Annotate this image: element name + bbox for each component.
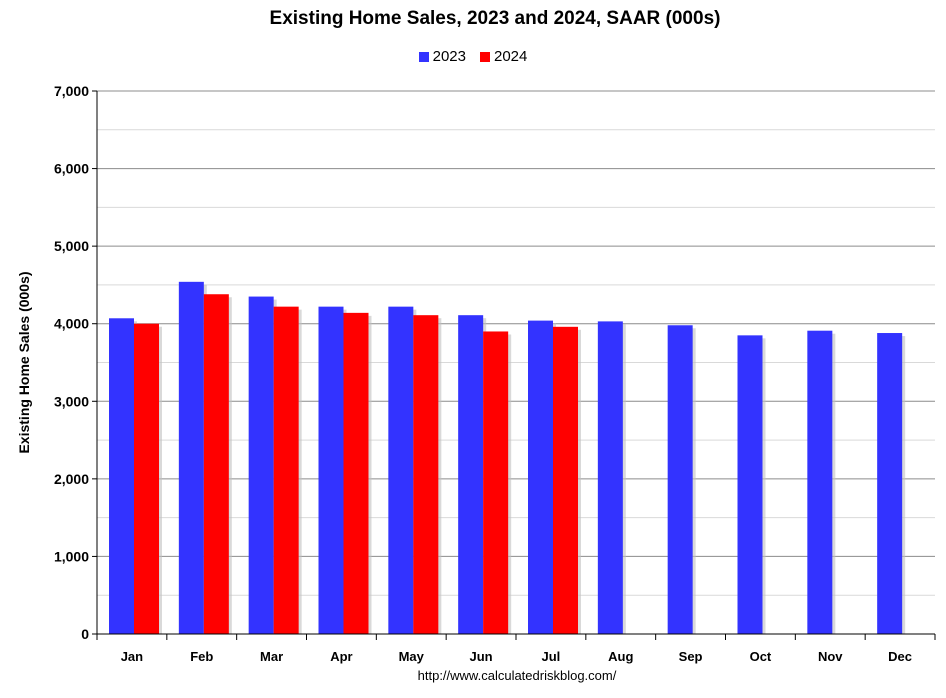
bar-2023-nov [807,330,833,634]
x-tick-label: Jul [542,649,561,664]
bar-2023-sep [667,325,693,634]
bar-2024-jan [134,323,159,634]
bar-2023-oct [737,335,763,634]
bar-2023-jan [109,318,134,634]
x-tick-label: Feb [190,649,213,664]
y-tick-label: 7,000 [54,83,89,99]
y-tick-label: 2,000 [54,471,89,487]
bar-2023-feb [178,281,204,634]
x-tick-label: Sep [679,649,703,664]
legend-item-2023: 2023 [418,48,466,65]
bar-2024-mar [273,306,299,634]
x-tick-label: May [399,649,425,664]
source-url: http://www.calculatedriskblog.com/ [417,668,617,683]
legend-item-2024: 2024 [480,48,527,65]
legend-label-2023: 2023 [432,48,466,65]
bar-2023-dec [877,333,903,634]
bar-2024-jun [483,331,509,634]
legend: 2023 2024 [0,48,946,65]
bar-2024-jul [553,326,578,634]
x-tick-label: Jun [470,649,493,664]
y-tick-label: 0 [81,626,89,642]
y-tick-label: 1,000 [54,548,89,564]
bar-2023-jun [458,315,484,634]
bar-2023-aug [597,321,623,634]
bar-2024-feb [203,294,229,634]
y-tick-label: 3,000 [54,393,89,409]
legend-swatch-2024 [480,51,490,62]
y-tick-label: 5,000 [54,238,89,254]
x-tick-label: Mar [260,649,283,664]
x-tick-label: Jan [121,649,143,664]
bar-2023-jul [528,320,553,634]
y-tick-label: 6,000 [54,161,89,177]
bar-2023-may [388,306,414,634]
x-tick-label: Dec [888,649,912,664]
x-tick-label: Nov [818,649,843,664]
chart-title: Existing Home Sales, 2023 and 2024, SAAR… [269,8,721,29]
y-tick-label: 4,000 [54,316,89,332]
bar-2024-may [413,315,439,634]
bar-2023-apr [318,306,344,634]
x-tick-label: Apr [330,649,352,664]
y-axis-title: Existing Home Sales (000s) [16,271,32,453]
bar-2023-mar [248,296,274,634]
legend-swatch-2023 [418,51,429,62]
legend-label-2024: 2024 [494,48,528,65]
bar-2024-apr [343,312,369,634]
x-tick-label: Aug [608,649,633,664]
x-tick-label: Oct [750,649,772,664]
